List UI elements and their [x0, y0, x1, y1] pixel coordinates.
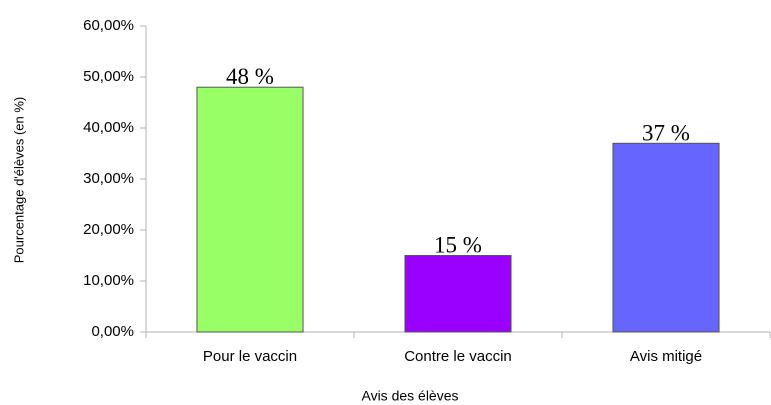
y-tick-label: 30,00%: [83, 170, 134, 187]
bar: [404, 255, 512, 333]
y-tick-label: 0,00%: [91, 323, 134, 340]
data-label: 15 %: [434, 233, 482, 258]
y-tick-label: 10,00%: [83, 272, 134, 289]
y-tick-label: 60,00%: [83, 17, 134, 34]
x-tick-label: Avis mitigé: [630, 348, 702, 365]
x-tick-label: Pour le vaccin: [203, 348, 297, 365]
y-tick-label: 20,00%: [83, 221, 134, 238]
data-label: 37 %: [642, 120, 690, 145]
y-tick-label: 40,00%: [83, 119, 134, 136]
y-tick-label: 50,00%: [83, 68, 134, 85]
data-label: 48 %: [226, 64, 274, 89]
bar: [196, 86, 304, 333]
bar: [612, 142, 720, 333]
x-tick-label: Contre le vaccin: [404, 348, 512, 365]
y-axis-label: Pourcentage d'élèves (en %): [11, 97, 26, 264]
x-axis-label: Avis des élèves: [361, 388, 458, 404]
